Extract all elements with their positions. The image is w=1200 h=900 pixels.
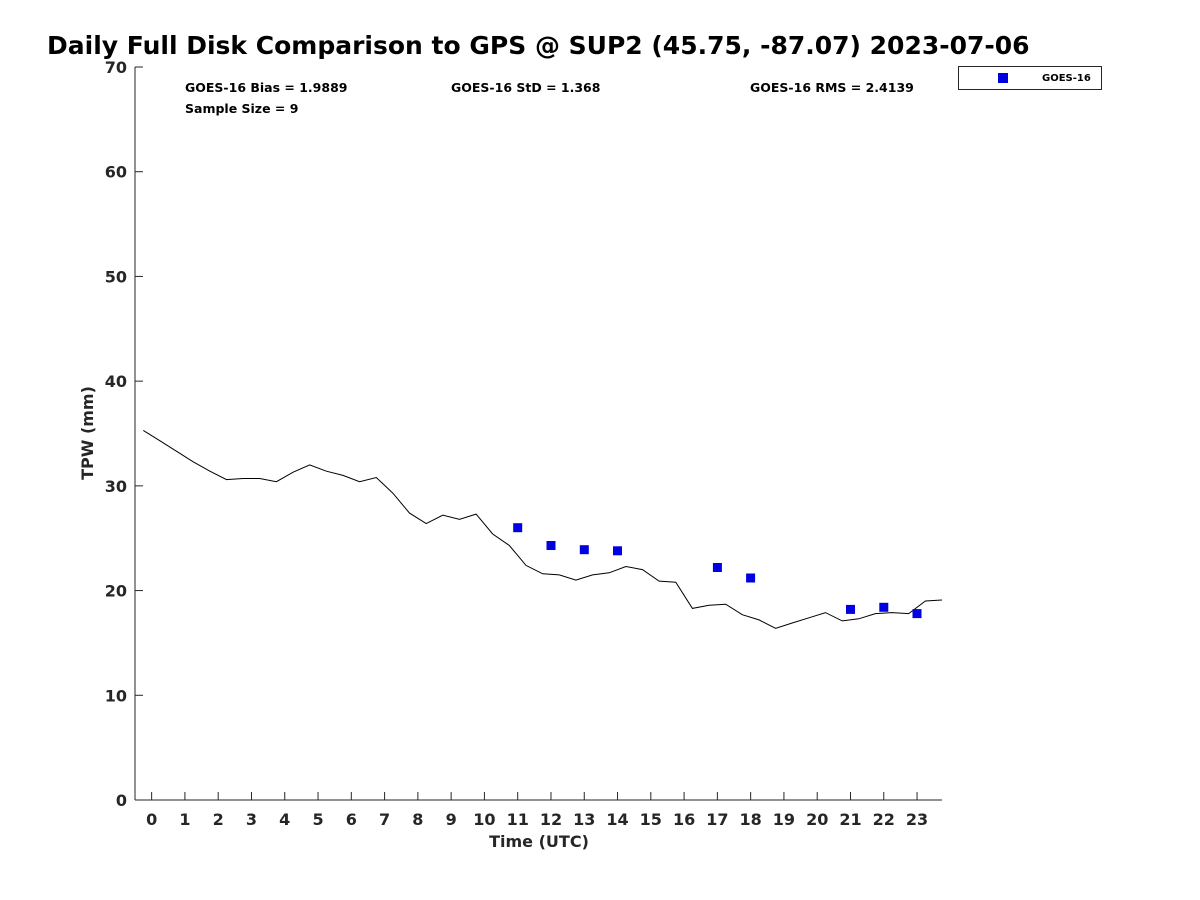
- goes16-point: [579, 545, 589, 555]
- bias-stat: GOES-16 Bias = 1.9889: [185, 80, 347, 95]
- x-tick-label: 1: [179, 810, 190, 829]
- x-tick-label: 4: [279, 810, 290, 829]
- y-tick-label: 20: [105, 582, 127, 601]
- legend-marker-goes16: [998, 73, 1008, 83]
- legend-label-goes16: GOES-16: [1042, 73, 1091, 84]
- x-tick-label: 14: [606, 810, 628, 829]
- x-tick-label: 13: [573, 810, 595, 829]
- x-axis-label: Time (UTC): [489, 832, 589, 851]
- y-tick-label: 0: [116, 791, 127, 810]
- goes16-point: [746, 573, 756, 583]
- x-tick-label: 23: [906, 810, 928, 829]
- x-tick-label: 20: [806, 810, 828, 829]
- y-tick-label: 70: [105, 58, 127, 77]
- x-tick-label: 8: [412, 810, 423, 829]
- gps-line-series: [143, 429, 943, 629]
- rms-stat: GOES-16 RMS = 2.4139: [750, 80, 914, 95]
- goes16-point: [912, 609, 922, 619]
- goes16-point: [513, 523, 523, 533]
- x-tick-label: 11: [507, 810, 529, 829]
- x-tick-label: 5: [312, 810, 323, 829]
- x-tick-label: 12: [540, 810, 562, 829]
- goes16-point: [879, 602, 889, 612]
- x-tick-label: 6: [346, 810, 357, 829]
- x-tick-label: 9: [446, 810, 457, 829]
- x-tick-label: 16: [673, 810, 695, 829]
- y-tick-label: 30: [105, 477, 127, 496]
- x-tick-label: 0: [146, 810, 157, 829]
- y-tick-label: 60: [105, 163, 127, 182]
- gps-line: [143, 429, 943, 629]
- y-tick-label: 10: [105, 686, 127, 705]
- x-tick-label: 22: [873, 810, 895, 829]
- goes16-point: [712, 563, 722, 572]
- x-tick-label: 2: [213, 810, 224, 829]
- goes16-point: [546, 541, 556, 550]
- x-ticks: 0 1 2 3 4 5 6 7 8 9 10 11 12 13 14 15 16 17 18 19 20 21 22 23: [146, 792, 928, 829]
- goes16-point: [846, 604, 855, 614]
- x-tick-label: 18: [740, 810, 762, 829]
- y-tick-label: 50: [105, 267, 127, 286]
- x-tick-label: 21: [839, 810, 861, 829]
- chart-title: Daily Full Disk Comparison to GPS @ SUP2…: [47, 31, 1030, 60]
- x-tick-label: 17: [706, 810, 728, 829]
- x-tick-label: 7: [379, 810, 390, 829]
- x-tick-label: 15: [640, 810, 662, 829]
- sample-size-stat: Sample Size = 9: [185, 101, 298, 116]
- goes16-series: [513, 523, 922, 619]
- axes: [134, 67, 942, 801]
- x-tick-label: 10: [473, 810, 495, 829]
- y-axis-label: TPW (mm): [78, 386, 97, 480]
- std-stat: GOES-16 StD = 1.368: [451, 80, 600, 95]
- x-tick-label: 3: [246, 810, 257, 829]
- legend-box: [958, 66, 1102, 90]
- x-tick-label: 19: [773, 810, 795, 829]
- y-tick-label: 40: [105, 372, 127, 391]
- goes16-point: [613, 546, 622, 556]
- y-ticks: 0 10 20 30 40 50 60 70: [105, 58, 143, 810]
- legend: GOES-16: [958, 66, 1102, 90]
